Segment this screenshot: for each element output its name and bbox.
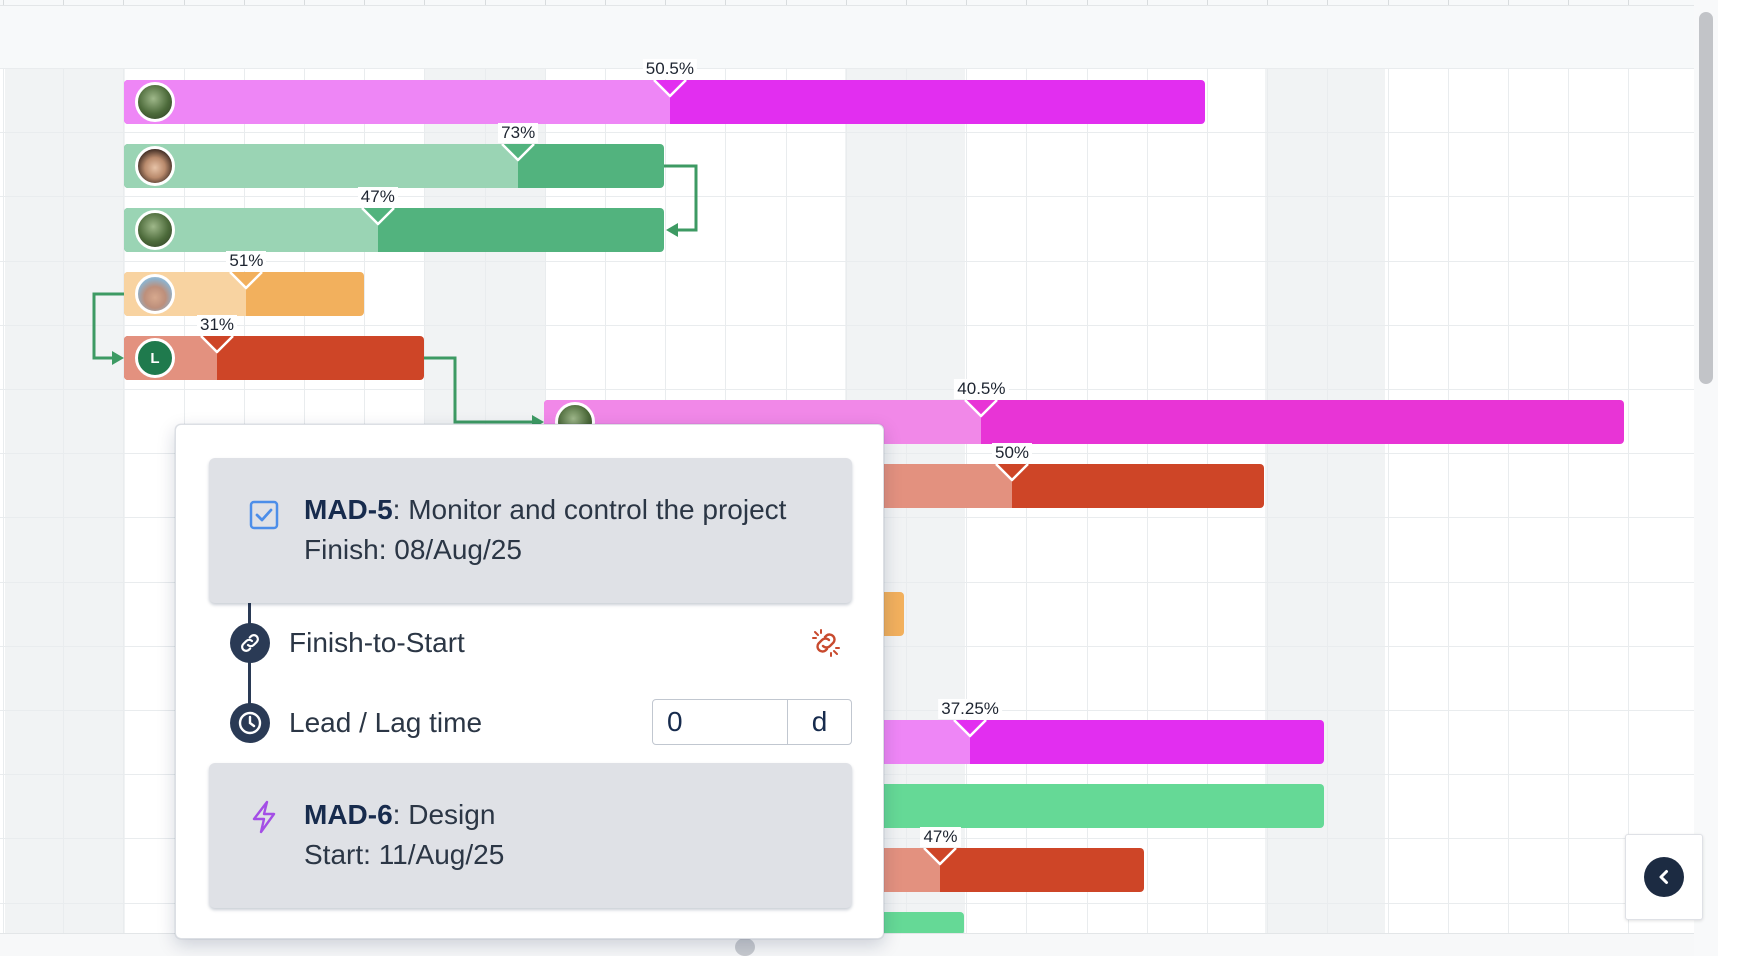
assignee-avatar[interactable] bbox=[135, 274, 175, 314]
grid-column-line bbox=[123, 68, 124, 935]
header-tick bbox=[906, 0, 907, 5]
progress-percent-label: 37.25% bbox=[938, 699, 1002, 719]
bar-row-2[interactable] bbox=[124, 144, 664, 188]
header-tick bbox=[1147, 0, 1148, 5]
assignee-avatar[interactable]: L bbox=[135, 338, 175, 378]
progress-percent-label: 73% bbox=[498, 123, 539, 143]
header-tick bbox=[846, 0, 847, 5]
header-tick bbox=[1207, 0, 1208, 5]
grid-column-line bbox=[1628, 68, 1629, 935]
dependency-line[interactable] bbox=[92, 292, 124, 360]
lag-time-unit: d bbox=[787, 699, 852, 745]
progress-percent-label: 40.5% bbox=[954, 379, 1009, 399]
bar-row-6[interactable] bbox=[544, 400, 1624, 444]
header-tick bbox=[1087, 0, 1088, 5]
successor-card[interactable]: MAD-6: Design Start: 11/Aug/25 bbox=[209, 763, 852, 908]
progress-percent-label: 47% bbox=[357, 187, 398, 207]
dependency-line[interactable] bbox=[664, 164, 698, 232]
predecessor-summary: Monitor and control the project bbox=[408, 494, 787, 525]
grid-column-line bbox=[1508, 68, 1509, 935]
drag-handle[interactable] bbox=[735, 938, 755, 956]
grid-column-line bbox=[63, 68, 64, 935]
grid-row-line bbox=[0, 325, 1694, 326]
predecessor-key: MAD-5 bbox=[304, 494, 393, 525]
header-tick bbox=[63, 0, 64, 5]
header-tick bbox=[1508, 0, 1509, 5]
header-tick bbox=[1026, 0, 1027, 5]
assignee-avatar[interactable] bbox=[135, 210, 175, 250]
header-tick bbox=[786, 0, 787, 5]
predecessor-finish: Finish: 08/Aug/25 bbox=[304, 534, 522, 565]
successor-key: MAD-6 bbox=[304, 799, 393, 830]
header-tick bbox=[1267, 0, 1268, 5]
broken-link-icon bbox=[812, 629, 840, 657]
header-tick bbox=[424, 0, 425, 5]
header-tick bbox=[123, 0, 124, 5]
scrollbar-thumb[interactable] bbox=[1699, 12, 1713, 384]
header-tick bbox=[1388, 0, 1389, 5]
progress-percent-label: 50% bbox=[991, 443, 1033, 463]
grid-column-line bbox=[1568, 68, 1569, 935]
grid-row-line bbox=[0, 68, 1694, 69]
bar-row-3[interactable] bbox=[124, 208, 664, 252]
lag-time-input[interactable] bbox=[652, 699, 788, 745]
header-tick bbox=[184, 0, 185, 5]
header-divider bbox=[0, 5, 1694, 6]
assignee-avatar[interactable] bbox=[135, 146, 175, 186]
progress-percent-label: 51% bbox=[226, 251, 267, 271]
predecessor-title: MAD-5: Monitor and control the project bbox=[304, 494, 787, 525]
lightning-icon bbox=[249, 799, 279, 840]
grid-column-line bbox=[1388, 68, 1389, 935]
header-tick bbox=[605, 0, 606, 5]
grid-row-line bbox=[0, 132, 1694, 133]
header-tick bbox=[3, 0, 4, 5]
successor-summary: Design bbox=[408, 799, 496, 830]
header-tick bbox=[545, 0, 546, 5]
bar-progress-fill bbox=[124, 80, 670, 124]
progress-percent-label: 31% bbox=[196, 315, 238, 335]
weekend-column bbox=[5, 68, 126, 935]
grid-column-line bbox=[3, 68, 4, 935]
dependency-type: Finish-to-Start bbox=[289, 627, 465, 658]
grid-column-line bbox=[1267, 68, 1268, 935]
unlink-button[interactable] bbox=[808, 625, 844, 661]
progress-percent-label: 50.5% bbox=[642, 59, 697, 79]
header-tick bbox=[1628, 0, 1629, 5]
header-tick bbox=[1448, 0, 1449, 5]
grid-row-line bbox=[0, 196, 1694, 197]
bar-progress-fill bbox=[124, 144, 519, 188]
successor-title: MAD-6: Design bbox=[304, 799, 496, 830]
successor-start: Start: 11/Aug/25 bbox=[304, 839, 505, 870]
dependency-line[interactable] bbox=[424, 356, 532, 424]
assignee-avatar[interactable] bbox=[135, 82, 175, 122]
header-tick bbox=[244, 0, 245, 5]
header-tick bbox=[485, 0, 486, 5]
clock-icon bbox=[230, 703, 270, 743]
header-tick bbox=[1568, 0, 1569, 5]
header-tick bbox=[364, 0, 365, 5]
link-icon bbox=[230, 623, 270, 663]
header-tick bbox=[966, 0, 967, 5]
progress-percent-label: 47% bbox=[920, 827, 961, 847]
dependency-arrowhead bbox=[112, 351, 124, 365]
header-tick bbox=[1327, 0, 1328, 5]
lag-time-label: Lead / Lag time bbox=[289, 707, 483, 738]
grid-column-line bbox=[1448, 68, 1449, 935]
chevron-left-icon bbox=[1644, 857, 1684, 897]
dependency-popover: MAD-5: Monitor and control the project F… bbox=[175, 424, 884, 939]
collapse-panel-button[interactable] bbox=[1625, 834, 1703, 920]
grid-row-line bbox=[0, 389, 1694, 390]
bar-row-1[interactable] bbox=[124, 80, 1205, 124]
predecessor-card[interactable]: MAD-5: Monitor and control the project F… bbox=[209, 458, 852, 603]
header-tick bbox=[725, 0, 726, 5]
header-tick bbox=[665, 0, 666, 5]
checkbox-task-icon bbox=[249, 500, 279, 535]
dependency-arrowhead bbox=[666, 223, 678, 237]
header-tick bbox=[304, 0, 305, 5]
grid-row-line bbox=[0, 261, 1694, 262]
grid-column-line bbox=[1327, 68, 1328, 935]
dependency-connector bbox=[248, 603, 251, 723]
